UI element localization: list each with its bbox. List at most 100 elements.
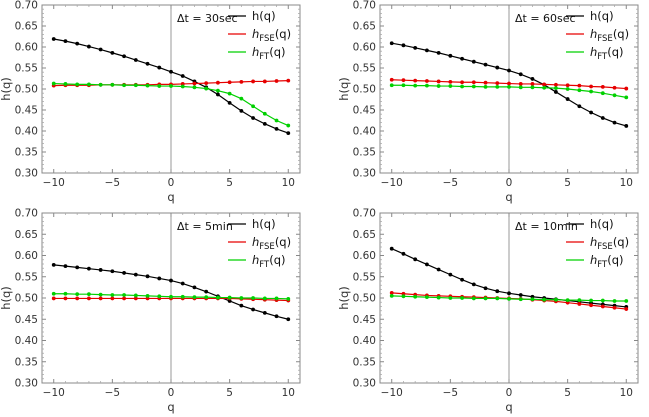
y-tick-label: 0.70 <box>353 208 376 220</box>
data-point <box>401 43 406 48</box>
data-point <box>425 79 429 83</box>
x-axis-label: q <box>167 190 174 204</box>
data-point <box>227 100 232 105</box>
data-point <box>87 44 91 49</box>
data-point <box>251 307 255 312</box>
legend-entry: h(q) <box>590 217 614 231</box>
x-tick-label: 10 <box>620 177 633 189</box>
x-tick-label: 0 <box>506 177 513 189</box>
data-point <box>495 289 500 294</box>
y-tick-label: 0.35 <box>15 147 38 159</box>
data-point <box>565 83 570 88</box>
data-point <box>239 296 244 300</box>
data-point <box>262 111 267 116</box>
x-tick-label: 5 <box>226 177 233 189</box>
data-point <box>110 82 115 87</box>
data-point <box>274 296 279 301</box>
data-point <box>87 82 91 87</box>
data-point <box>262 296 267 301</box>
data-point <box>122 296 126 301</box>
data-point <box>600 298 605 303</box>
data-point <box>274 118 279 123</box>
data-point <box>460 277 464 282</box>
data-point <box>518 293 523 297</box>
data-point <box>471 80 476 85</box>
data-point <box>286 123 291 128</box>
y-tick-label: 0.60 <box>15 250 38 262</box>
data-point <box>460 56 464 61</box>
chart-panel-4: 0.30 0.35 0.40 0.45 0.50 0.55 0.60 0.65 0.70 −10 −… <box>337 208 639 414</box>
x-tick-label: −5 <box>105 387 120 399</box>
y-tick-label: 0.55 <box>353 63 376 75</box>
data-point <box>122 54 126 59</box>
data-point <box>436 295 441 300</box>
y-tick-label: 0.45 <box>353 314 376 326</box>
y-tick-label: 0.70 <box>15 0 38 12</box>
data-point <box>133 83 138 88</box>
y-tick-label: 0.35 <box>353 147 376 159</box>
data-point <box>507 68 511 73</box>
data-point <box>401 83 406 88</box>
data-point <box>389 291 394 295</box>
data-point <box>145 274 150 279</box>
data-point <box>51 37 56 41</box>
data-point <box>204 86 209 91</box>
data-point <box>286 78 291 83</box>
data-point <box>169 69 173 74</box>
data-point <box>530 297 535 302</box>
y-tick-label: 0.60 <box>353 250 376 262</box>
data-point <box>589 84 593 89</box>
x-tick-label: 5 <box>226 387 233 399</box>
data-point <box>425 262 429 267</box>
data-point <box>192 81 197 86</box>
delta-t-annotation: Δt = 30sec <box>177 12 238 25</box>
data-point <box>75 82 80 87</box>
y-tick-label: 0.60 <box>353 42 376 54</box>
data-point <box>471 59 476 64</box>
data-point <box>518 72 523 77</box>
data-point <box>518 82 523 86</box>
data-point <box>51 296 56 301</box>
x-tick-label: 0 <box>168 387 175 399</box>
y-tick-label: 0.55 <box>15 63 38 75</box>
legend-entry: hFT(q) <box>590 45 624 62</box>
data-point <box>180 84 185 89</box>
legend-entry: hFSE(q) <box>590 27 629 44</box>
data-point <box>63 39 68 44</box>
data-point <box>401 251 406 256</box>
data-point <box>624 95 629 100</box>
data-point <box>98 268 103 272</box>
x-tick-label: 10 <box>620 387 633 399</box>
y-tick-label: 0.30 <box>353 168 376 180</box>
data-point <box>133 58 138 62</box>
data-point <box>600 91 605 96</box>
data-point <box>122 271 126 275</box>
data-point <box>145 293 150 298</box>
y-tick-label: 0.65 <box>15 21 38 33</box>
data-point <box>554 82 558 87</box>
data-point <box>286 296 291 301</box>
x-tick-label: −10 <box>381 387 403 399</box>
data-point <box>460 80 464 85</box>
data-point <box>251 104 255 109</box>
data-point <box>436 79 441 84</box>
y-axis-label: h(q) <box>337 286 351 310</box>
legend-entry: hFSE(q) <box>590 235 629 252</box>
data-point <box>133 272 138 277</box>
legend-entry: hFT(q) <box>590 253 624 270</box>
data-point <box>460 84 464 89</box>
data-point <box>192 295 197 300</box>
data-point <box>577 302 582 306</box>
x-tick-label: −5 <box>443 387 458 399</box>
data-point <box>274 79 279 83</box>
data-point <box>577 298 582 303</box>
data-point <box>589 303 593 308</box>
data-point <box>436 84 441 88</box>
x-axis-label: q <box>505 190 512 204</box>
data-point <box>169 294 173 299</box>
data-point <box>612 93 617 98</box>
chart-panel-3: 0.30 0.35 0.40 0.45 0.50 0.55 0.60 0.65 0.70 −10 −… <box>0 208 301 414</box>
data-point <box>600 116 605 120</box>
y-tick-label: 0.45 <box>15 105 38 117</box>
data-point <box>110 293 115 297</box>
